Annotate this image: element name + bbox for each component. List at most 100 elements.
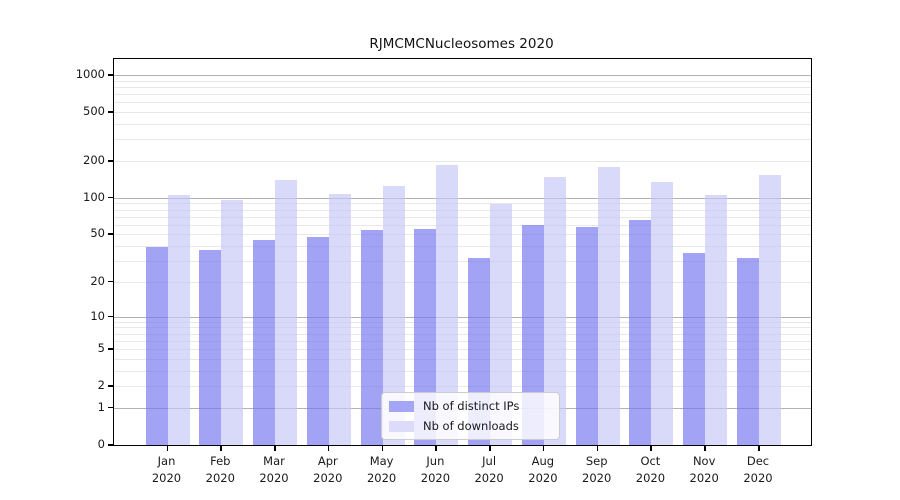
bar-distinct-ips (575, 226, 598, 445)
y-axis-tick-label: 50 (90, 226, 105, 241)
gridline-minor (114, 281, 811, 283)
x-axis-tick-mark (381, 445, 384, 451)
gridline-major (114, 197, 811, 199)
x-axis-tick-mark (758, 445, 760, 451)
y-axis-tick-label: 1 (97, 399, 105, 414)
bar-downloads (436, 164, 459, 445)
legend-item: Nb of distinct IPs (389, 398, 551, 415)
bar-distinct-ips (737, 257, 759, 445)
x-axis-tick-mark (489, 445, 491, 451)
x-axis-tick-mark (166, 445, 168, 451)
gridline-minor (114, 80, 811, 82)
gridline-minor (114, 209, 811, 211)
bar-downloads (221, 199, 244, 445)
x-axis-tick-label: Jul 2020 (474, 454, 504, 485)
bar-distinct-ips (253, 240, 275, 445)
legend-label: Nb of downloads (423, 419, 519, 433)
gridline-minor (114, 161, 811, 162)
gridline-minor (114, 216, 811, 218)
x-axis-tick-label: May 2020 (366, 454, 397, 485)
gridline-minor (114, 112, 811, 114)
legend-item: Nb of downloads (389, 418, 551, 435)
gridline-minor (114, 246, 811, 248)
bar-distinct-ips (683, 253, 706, 445)
x-axis-tick-label: Jun 2020 (420, 454, 451, 485)
bar-distinct-ips (521, 224, 544, 445)
bar-distinct-ips (629, 219, 652, 445)
gridline-minor (114, 349, 811, 350)
gridline-major (114, 75, 811, 76)
x-axis-tick-mark (596, 445, 599, 451)
x-axis-tick-mark (274, 445, 276, 451)
bar-distinct-ips (414, 228, 437, 445)
y-axis-tick-label: 10 (90, 308, 105, 323)
gridline-minor (114, 358, 811, 360)
bar-distinct-ips (145, 247, 168, 445)
gridline-minor (114, 139, 811, 141)
bar-downloads (490, 204, 513, 445)
x-axis-tick-label: Dec 2020 (743, 454, 773, 485)
x-axis-tick-label: Feb 2020 (205, 454, 235, 485)
y-axis-tick-label: 100 (83, 189, 105, 204)
y-axis-tick-mark (108, 444, 113, 446)
plot-area: Nb of distinct IPs Nb of downloads (113, 58, 812, 446)
x-axis-tick-mark (704, 445, 706, 451)
gridline-minor (114, 327, 811, 329)
y-axis-tick-mark (108, 196, 113, 199)
legend: Nb of distinct IPs Nb of downloads (381, 392, 560, 440)
legend-swatch-distinct-ips (389, 400, 414, 412)
bar-downloads (597, 166, 620, 445)
x-axis-tick-label: Jan 2020 (151, 454, 182, 485)
gridline-minor (114, 102, 811, 104)
y-axis-tick-label: 2 (97, 378, 105, 393)
y-axis-tick-mark (108, 233, 113, 235)
gridline-minor (114, 224, 811, 226)
x-axis-tick-mark (220, 445, 222, 451)
x-axis-tick-mark (327, 445, 330, 451)
x-axis-tick-mark (542, 445, 545, 451)
y-axis-tick-label: 20 (90, 273, 105, 288)
y-axis-tick-mark (108, 280, 113, 283)
gridline-minor (114, 386, 811, 388)
y-axis-tick-label: 500 (83, 104, 105, 119)
gridline-minor (114, 340, 811, 342)
y-axis-tick-label: 200 (83, 153, 105, 167)
bar-distinct-ips (306, 236, 329, 445)
gridline-minor (114, 124, 811, 125)
gridline-major (114, 316, 811, 318)
x-axis-tick-label: Sep 2020 (582, 454, 612, 485)
gridline-minor (114, 321, 811, 323)
gridline-minor (114, 333, 811, 335)
bar-downloads (167, 195, 190, 445)
x-axis-tick-mark (435, 445, 437, 451)
y-axis-tick-label: 1000 (75, 67, 105, 81)
bar-downloads (543, 177, 566, 445)
bar-distinct-ips (360, 230, 383, 445)
gridline-minor (114, 94, 811, 96)
gridline-minor (114, 86, 811, 88)
legend-label: Nb of distinct IPs (423, 399, 520, 413)
y-axis-tick-label: 0 (97, 437, 105, 451)
y-axis-tick-mark (108, 74, 113, 76)
y-axis-tick-mark (108, 406, 113, 409)
y-axis-tick-label: 5 (97, 341, 105, 355)
x-axis-tick-label: Aug 2020 (528, 454, 558, 485)
y-axis-tick-mark (108, 315, 113, 318)
gridline-minor (114, 370, 811, 372)
x-axis-tick-label: Oct 2020 (635, 454, 666, 485)
gridline-minor (114, 234, 811, 236)
gridline-minor (114, 261, 811, 263)
y-axis-tick-mark (108, 160, 113, 162)
x-axis-tick-label: Nov 2020 (689, 454, 719, 485)
y-axis-tick-mark (108, 348, 113, 350)
bar-downloads (759, 174, 781, 445)
y-axis-tick-mark (108, 111, 113, 113)
legend-swatch-downloads (389, 420, 414, 432)
x-axis-tick-label: Mar 2020 (259, 454, 289, 485)
bar-distinct-ips (199, 250, 222, 445)
bar-downloads (275, 180, 297, 445)
bar-downloads (705, 195, 728, 445)
y-axis-tick-mark (108, 385, 113, 387)
bar-downloads (328, 194, 351, 445)
